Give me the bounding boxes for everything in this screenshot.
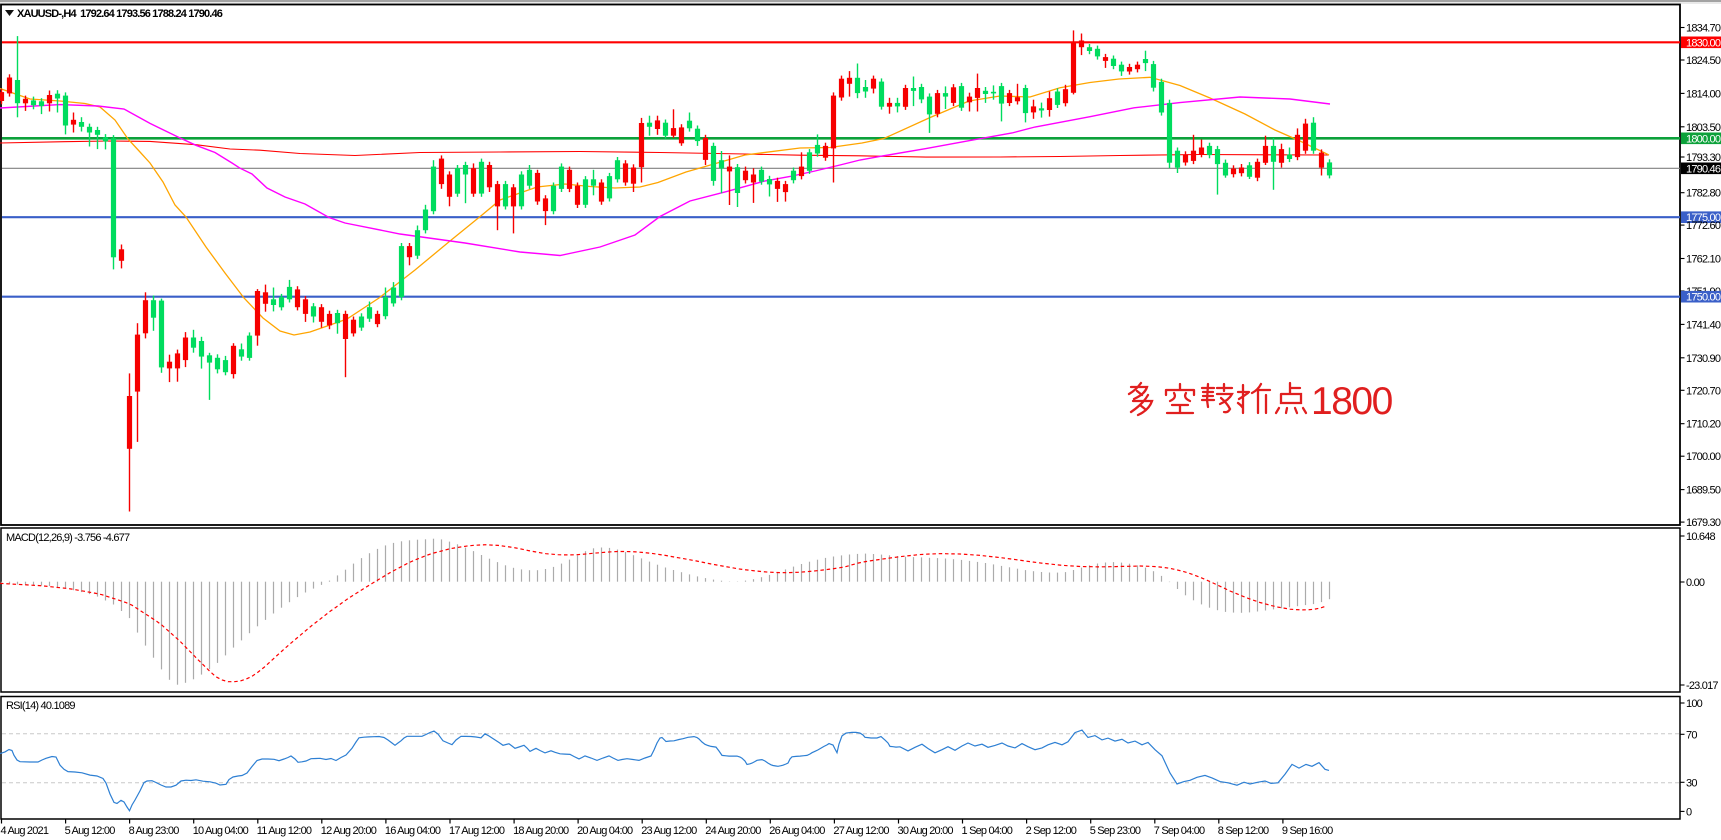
svg-text:1 Sep 04:00: 1 Sep 04:00 (962, 825, 1013, 837)
svg-text:-23.017: -23.017 (1686, 680, 1718, 692)
svg-text:17 Aug 12:00: 17 Aug 12:00 (449, 825, 505, 837)
svg-text:MACD(12,26,9) -3.756 -4.677: MACD(12,26,9) -3.756 -4.677 (6, 532, 130, 544)
svg-text:10.648: 10.648 (1686, 531, 1716, 543)
svg-text:1741.40: 1741.40 (1686, 319, 1721, 331)
svg-text:100: 100 (1686, 698, 1703, 710)
svg-text:16 Aug 04:00: 16 Aug 04:00 (385, 825, 441, 837)
svg-text:0.00: 0.00 (1686, 577, 1705, 589)
svg-text:20 Aug 04:00: 20 Aug 04:00 (577, 825, 633, 837)
svg-text:30: 30 (1686, 777, 1697, 789)
svg-text:1750.00: 1750.00 (1686, 292, 1721, 304)
svg-text:0: 0 (1686, 806, 1692, 818)
svg-text:1790.46: 1790.46 (1686, 163, 1721, 175)
svg-text:1830.00: 1830.00 (1686, 37, 1721, 49)
svg-text:26 Aug 04:00: 26 Aug 04:00 (769, 825, 825, 837)
svg-text:1689.50: 1689.50 (1686, 485, 1721, 497)
svg-text:10 Aug 04:00: 10 Aug 04:00 (193, 825, 249, 837)
svg-text:1710.20: 1710.20 (1686, 419, 1721, 431)
svg-text:XAUUSD-,H4 1792.64 1793.56 17: XAUUSD-,H4 1792.64 1793.56 1788.24 1790.… (17, 8, 223, 20)
svg-text:18 Aug 20:00: 18 Aug 20:00 (513, 825, 569, 837)
svg-text:1814.00: 1814.00 (1686, 88, 1721, 100)
svg-text:11 Aug 12:00: 11 Aug 12:00 (257, 825, 312, 837)
svg-text:12 Aug 20:00: 12 Aug 20:00 (321, 825, 377, 837)
svg-text:1803.50: 1803.50 (1686, 122, 1721, 134)
svg-text:1800: 1800 (1311, 380, 1393, 423)
svg-text:5 Aug 12:00: 5 Aug 12:00 (65, 825, 116, 837)
svg-text:8 Aug 23:00: 8 Aug 23:00 (129, 825, 180, 837)
svg-text:1730.90: 1730.90 (1686, 353, 1721, 365)
svg-text:1775.00: 1775.00 (1686, 212, 1721, 224)
svg-text:4 Aug 2021: 4 Aug 2021 (1, 825, 49, 837)
svg-text:23 Aug 12:00: 23 Aug 12:00 (641, 825, 697, 837)
svg-text:1793.30: 1793.30 (1686, 152, 1721, 164)
svg-text:1700.00: 1700.00 (1686, 451, 1721, 463)
svg-text:RSI(14) 40.1089: RSI(14) 40.1089 (6, 700, 75, 712)
svg-text:1782.80: 1782.80 (1686, 188, 1721, 200)
svg-text:1834.70: 1834.70 (1686, 23, 1721, 35)
svg-text:1679.30: 1679.30 (1686, 517, 1721, 529)
svg-text:2 Sep 12:00: 2 Sep 12:00 (1026, 825, 1077, 837)
svg-text:8 Sep 12:00: 8 Sep 12:00 (1218, 825, 1269, 837)
svg-text:1772.60: 1772.60 (1686, 220, 1721, 232)
svg-text:24 Aug 20:00: 24 Aug 20:00 (705, 825, 761, 837)
svg-text:70: 70 (1686, 729, 1697, 741)
svg-text:5 Sep 23:00: 5 Sep 23:00 (1090, 825, 1141, 837)
svg-text:9 Sep 16:00: 9 Sep 16:00 (1282, 825, 1333, 837)
svg-text:7 Sep 04:00: 7 Sep 04:00 (1154, 825, 1205, 837)
svg-text:30 Aug 20:00: 30 Aug 20:00 (898, 825, 954, 837)
svg-text:27 Aug 12:00: 27 Aug 12:00 (833, 825, 889, 837)
svg-text:1720.70: 1720.70 (1686, 385, 1721, 397)
svg-text:1800.00: 1800.00 (1686, 133, 1721, 145)
svg-text:1762.10: 1762.10 (1686, 254, 1721, 266)
svg-text:1824.50: 1824.50 (1686, 55, 1721, 67)
